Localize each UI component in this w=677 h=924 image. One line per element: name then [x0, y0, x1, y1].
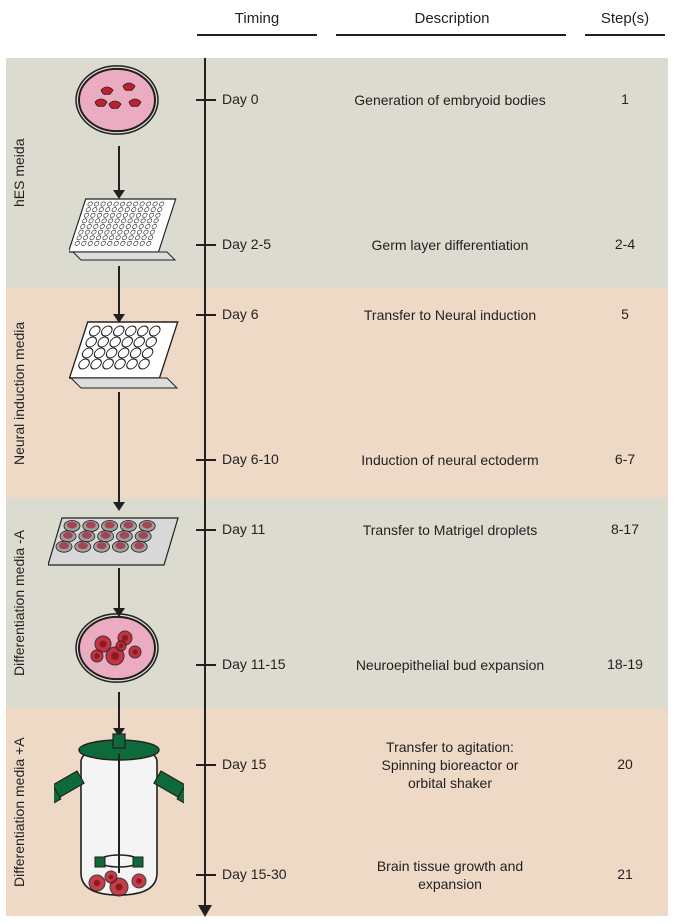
description-label: Generation of embryoid bodies	[340, 91, 560, 109]
flow-arrow	[111, 146, 127, 200]
timeline-tick	[196, 244, 216, 246]
petri-dish-colonies-icon	[75, 58, 165, 146]
timeline-tick	[196, 764, 216, 766]
timing-label: Day 2-5	[222, 236, 271, 252]
description-label: Brain tissue growth andexpansion	[340, 857, 560, 893]
spinning-bioreactor-icon	[54, 728, 184, 903]
steps-label: 1	[595, 91, 655, 107]
header-rule	[197, 34, 317, 36]
timing-label: Day 15-30	[222, 866, 287, 882]
timeline-tick	[196, 664, 216, 666]
description-label: Transfer to Matrigel droplets	[340, 521, 560, 539]
flow-arrow	[111, 392, 127, 512]
description-label: Neuroepithelial bud expansion	[340, 656, 560, 674]
timing-label: Day 6-10	[222, 451, 279, 467]
timing-label: Day 0	[222, 91, 259, 107]
96-well-plate-icon	[69, 195, 189, 266]
column-headers: Timing Description Step(s)	[0, 0, 677, 58]
timing-label: Day 6	[222, 306, 259, 322]
timing-label: Day 11	[222, 521, 265, 537]
media-label: Differentiation media +A	[6, 708, 32, 916]
steps-label: 21	[595, 866, 655, 882]
steps-label: 5	[595, 306, 655, 322]
matrigel-droplet-plate-icon	[48, 510, 184, 571]
steps-label: 2-4	[595, 236, 655, 252]
timeline-tick	[196, 314, 216, 316]
media-label: Neural induction media	[6, 288, 32, 498]
flow-arrow	[111, 266, 127, 324]
timeline-tick	[196, 459, 216, 461]
description-label: Induction of neural ectoderm	[340, 451, 560, 469]
steps-label: 18-19	[595, 656, 655, 672]
timeline-arrowhead	[198, 905, 212, 917]
timeline-tick	[196, 529, 216, 531]
steps-label: 8-17	[595, 521, 655, 537]
media-label: Differentiation media -A	[6, 498, 32, 708]
steps-label: 6-7	[595, 451, 655, 467]
steps-label: 20	[595, 756, 655, 772]
timing-label: Day 15	[222, 756, 266, 772]
header-rule	[336, 34, 566, 36]
description-label: Germ layer differentiation	[340, 236, 560, 254]
header-steps: Step(s)	[585, 0, 665, 58]
description-label: Transfer to agitation:Spinning bioreacto…	[340, 738, 560, 793]
header-description: Description	[337, 0, 567, 58]
timing-label: Day 11-15	[222, 656, 286, 672]
header-timing: Timing	[197, 0, 317, 58]
timeline-tick	[196, 99, 216, 101]
media-label: hES meida	[6, 58, 32, 288]
petri-dish-organoids-icon	[75, 606, 165, 694]
header-rule	[585, 34, 665, 36]
timeline-axis	[204, 58, 206, 913]
description-label: Transfer to Neural induction	[340, 306, 560, 324]
24-well-plate-icon	[69, 318, 189, 394]
timeline-tick	[196, 874, 216, 876]
